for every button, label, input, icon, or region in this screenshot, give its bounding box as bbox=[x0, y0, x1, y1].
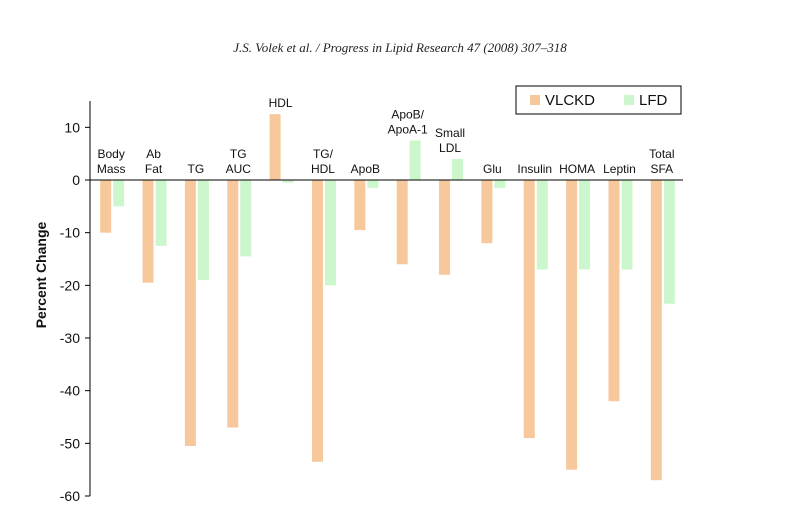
category-label: Small bbox=[435, 126, 465, 140]
bar-vlckd bbox=[311, 180, 323, 462]
y-axis-title: Percent Change bbox=[33, 221, 49, 328]
bar-lfd bbox=[282, 180, 294, 183]
bar-lfd bbox=[113, 180, 125, 207]
category-label: Glu bbox=[483, 162, 502, 176]
bar-lfd bbox=[536, 180, 548, 270]
category-label: HDL bbox=[269, 96, 293, 110]
bar-vlckd bbox=[439, 180, 451, 275]
category-label: TG bbox=[188, 162, 205, 176]
category-label: HDL bbox=[311, 162, 335, 176]
category-label: Ab bbox=[146, 147, 161, 161]
y-tick-label: -20 bbox=[60, 277, 80, 293]
category-label: ApoA-1 bbox=[388, 123, 428, 137]
bar-vlckd bbox=[184, 180, 196, 446]
category-label: AUC bbox=[226, 162, 252, 176]
legend-swatch-vlckd bbox=[530, 95, 540, 105]
category-label: TG bbox=[230, 147, 247, 161]
y-tick-label: -40 bbox=[60, 383, 80, 399]
bar-lfd bbox=[663, 180, 675, 304]
bar-vlckd bbox=[650, 180, 662, 481]
bar-lfd bbox=[240, 180, 252, 257]
y-tick-label: -60 bbox=[60, 488, 80, 504]
category-label: Total bbox=[649, 147, 674, 161]
y-tick-label: 0 bbox=[72, 172, 80, 188]
citation-header: J.S. Volek et al. / Progress in Lipid Re… bbox=[233, 40, 567, 55]
category-label: LDL bbox=[439, 141, 461, 155]
legend-label-vlckd: VLCKD bbox=[545, 92, 595, 109]
bar-vlckd bbox=[396, 180, 408, 265]
category-label: ApoB/ bbox=[391, 108, 424, 122]
bar-lfd bbox=[621, 180, 633, 270]
plot-area: 10 0 -10 -20 -30 -40 -50 -60 Percent Change BodyM… bbox=[33, 85, 683, 504]
category-label: TG/ bbox=[313, 147, 334, 161]
bar-lfd bbox=[452, 158, 464, 180]
bar-vlckd bbox=[100, 180, 112, 233]
category-label: Insulin bbox=[517, 162, 552, 176]
bar-vlckd bbox=[354, 180, 366, 231]
bar-lfd bbox=[324, 180, 336, 286]
bar-vlckd bbox=[608, 180, 620, 402]
category-label: Leptin bbox=[603, 162, 636, 176]
bar-lfd bbox=[155, 180, 167, 246]
y-tick-label: -30 bbox=[60, 330, 80, 346]
bar-lfd bbox=[579, 180, 591, 270]
category-label: Fat bbox=[145, 162, 163, 176]
bar-vlckd bbox=[269, 114, 281, 180]
bar-vlckd bbox=[227, 180, 239, 428]
legend-box bbox=[515, 85, 682, 115]
bar-lfd bbox=[367, 180, 379, 188]
bar-vlckd bbox=[523, 180, 535, 439]
category-label: Body bbox=[97, 147, 124, 161]
category-label: SFA bbox=[650, 162, 673, 176]
y-tick-label: 10 bbox=[64, 119, 80, 135]
y-tick-label: -50 bbox=[60, 435, 80, 451]
category-label: Mass bbox=[97, 162, 126, 176]
bar-lfd bbox=[494, 180, 506, 188]
category-label: ApoB bbox=[351, 162, 380, 176]
legend-label-lfd: LFD bbox=[639, 92, 668, 109]
legend-swatch-lfd bbox=[624, 95, 634, 105]
bar-vlckd bbox=[481, 180, 493, 244]
bar-vlckd bbox=[142, 180, 154, 283]
bar-lfd bbox=[197, 180, 209, 281]
category-label: HOMA bbox=[559, 162, 595, 176]
bar-lfd bbox=[409, 140, 421, 180]
bar-vlckd bbox=[566, 180, 578, 470]
y-tick-label: -10 bbox=[60, 225, 80, 241]
